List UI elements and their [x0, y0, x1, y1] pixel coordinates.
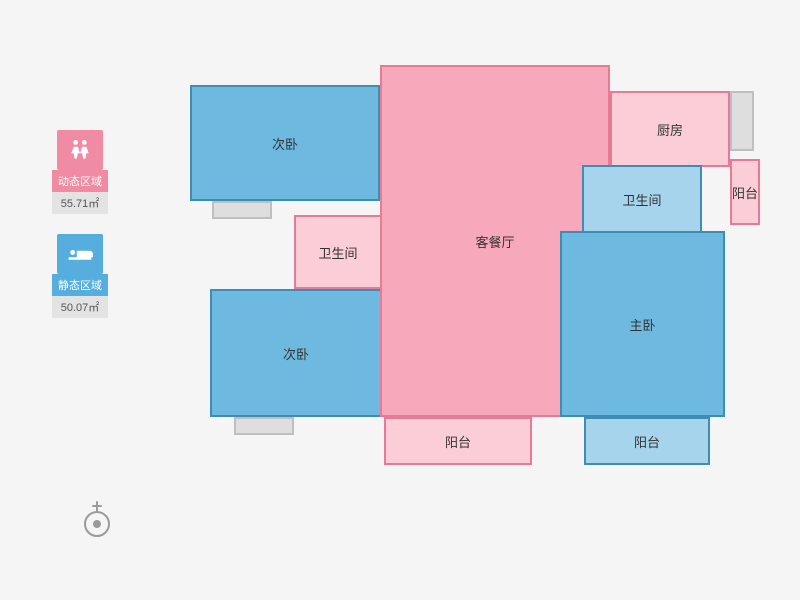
- room-label: 卫生间: [318, 243, 357, 262]
- legend: 动态区域 55.71㎡ 静态区域 50.07㎡: [52, 130, 108, 338]
- room-label: 阳台: [445, 432, 471, 451]
- room-window-nw: [212, 201, 272, 219]
- room-label: 客餐厅: [475, 232, 514, 251]
- compass-icon: [80, 500, 114, 545]
- room-bath-e: 卫生间: [582, 165, 702, 233]
- floorplan: 次卧卫生间次卧客餐厅厨房阳台卫生间主卧阳台阳台: [190, 65, 760, 495]
- room-bedroom-sw: 次卧: [210, 289, 382, 417]
- room-balcony-e: 阳台: [730, 159, 760, 225]
- room-balcony-s1: 阳台: [384, 417, 532, 465]
- sleep-icon: [57, 234, 103, 274]
- legend-dynamic-label: 动态区域: [52, 170, 108, 192]
- room-label: 卫生间: [622, 190, 661, 209]
- room-window-sw: [234, 417, 294, 435]
- room-entry: [730, 91, 754, 151]
- room-label: 次卧: [283, 344, 309, 363]
- room-balcony-s2: 阳台: [584, 417, 710, 465]
- legend-static: 静态区域 50.07㎡: [52, 234, 108, 318]
- room-label: 主卧: [629, 315, 655, 334]
- room-bath-w: 卫生间: [294, 215, 382, 289]
- room-label: 次卧: [272, 134, 298, 153]
- room-label: 厨房: [657, 120, 683, 139]
- room-bedroom-nw: 次卧: [190, 85, 380, 201]
- room-label: 阳台: [634, 432, 660, 451]
- legend-dynamic-value: 55.71㎡: [52, 192, 108, 214]
- room-label: 阳台: [732, 183, 758, 202]
- legend-static-label: 静态区域: [52, 274, 108, 296]
- room-kitchen: 厨房: [610, 91, 730, 167]
- people-icon: [57, 130, 103, 170]
- room-bedroom-e: 主卧: [560, 231, 725, 417]
- legend-dynamic: 动态区域 55.71㎡: [52, 130, 108, 214]
- legend-static-value: 50.07㎡: [52, 296, 108, 318]
